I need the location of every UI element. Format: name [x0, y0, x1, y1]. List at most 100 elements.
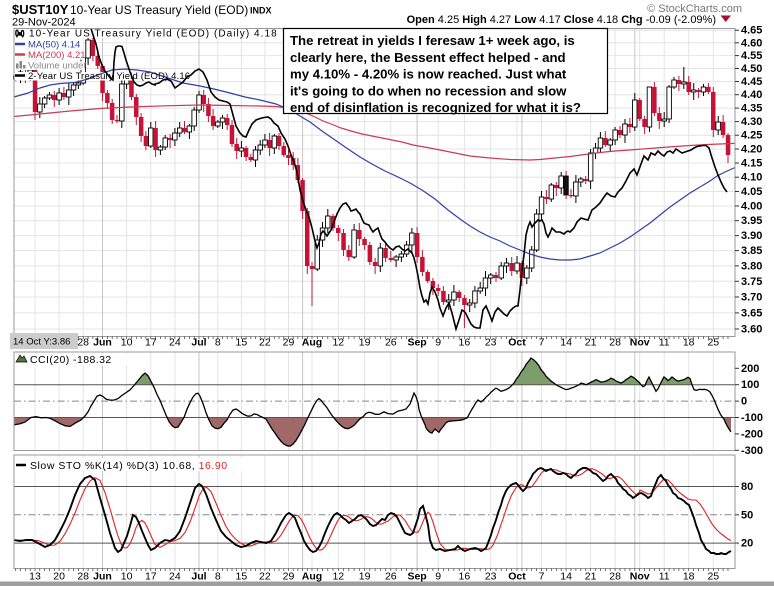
svg-text:3.80: 3.80: [741, 260, 762, 272]
svg-text:28: 28: [609, 337, 621, 349]
svg-text:20: 20: [741, 538, 753, 550]
svg-text:14: 14: [560, 337, 572, 349]
svg-text:4.50: 4.50: [741, 63, 762, 75]
svg-text:Jun: Jun: [93, 337, 112, 349]
svg-text:Jul: Jul: [191, 571, 206, 583]
svg-text:9: 9: [435, 571, 441, 583]
svg-text:21: 21: [585, 337, 597, 349]
svg-text:Oct: Oct: [508, 337, 526, 349]
svg-text:4.05: 4.05: [741, 186, 762, 198]
svg-text:Jun: Jun: [93, 571, 112, 583]
svg-text:17: 17: [145, 337, 157, 349]
svg-text:clearly here, the Bessent effe: clearly here, the Bessent effect helped …: [290, 50, 566, 65]
svg-text:Nov: Nov: [630, 337, 650, 349]
svg-text:9: 9: [435, 337, 441, 349]
svg-text:28: 28: [77, 337, 89, 349]
svg-text:4.35: 4.35: [741, 103, 762, 115]
svg-text:10: 10: [121, 337, 133, 349]
svg-text:24: 24: [169, 571, 181, 583]
svg-text:my 4.10% - 4.20% is now reache: my 4.10% - 4.20% is now reached. Just wh…: [290, 67, 567, 82]
svg-text:7: 7: [539, 337, 545, 349]
svg-text:The retreat in yields I feresa: The retreat in yields I feresaw 1+ week …: [290, 33, 575, 48]
svg-text:-300: -300: [741, 445, 763, 457]
svg-text:Nov: Nov: [630, 571, 650, 583]
svg-text:19: 19: [359, 571, 371, 583]
svg-text:200: 200: [741, 363, 759, 375]
svg-text:-200: -200: [741, 428, 763, 440]
svg-text:0: 0: [741, 396, 747, 408]
svg-text:15: 15: [236, 571, 248, 583]
svg-text:3.85: 3.85: [741, 245, 762, 257]
svg-text:25: 25: [707, 337, 719, 349]
svg-text:Sep: Sep: [407, 337, 426, 349]
svg-text:26: 26: [385, 337, 397, 349]
svg-text:4.20: 4.20: [741, 144, 762, 156]
svg-text:24: 24: [169, 337, 181, 349]
svg-text:28: 28: [77, 571, 89, 583]
svg-text:80: 80: [741, 481, 753, 493]
svg-text:16: 16: [459, 571, 471, 583]
svg-text:50: 50: [741, 509, 753, 521]
svg-text:-100: -100: [741, 412, 763, 424]
svg-text:3.90: 3.90: [741, 230, 762, 242]
svg-text:26: 26: [385, 571, 397, 583]
svg-text:18: 18: [683, 571, 695, 583]
svg-text:10-Year US Treasury Yield (EOD: 10-Year US Treasury Yield (EOD) (Daily) …: [29, 29, 278, 40]
svg-text:3.60: 3.60: [741, 324, 762, 336]
svg-text:29-Nov-2024: 29-Nov-2024: [12, 17, 76, 29]
svg-text:13: 13: [29, 571, 41, 583]
svg-text:4.30: 4.30: [741, 116, 762, 128]
svg-text:Sep: Sep: [407, 571, 426, 583]
svg-text:14: 14: [560, 571, 572, 583]
svg-text:100: 100: [741, 379, 759, 391]
svg-text:25: 25: [707, 571, 719, 583]
svg-text:22: 22: [259, 337, 271, 349]
svg-text:Volume undef: Volume undef: [28, 60, 86, 71]
svg-text:4.00: 4.00: [741, 201, 762, 213]
svg-text:11: 11: [659, 337, 670, 349]
svg-text:Aug: Aug: [302, 571, 322, 583]
svg-text:$UST10Y: $UST10Y: [12, 2, 69, 17]
svg-text:2-Year US Treasury Yield (EOD): 2-Year US Treasury Yield (EOD) 4.16: [28, 71, 190, 82]
svg-text:8: 8: [215, 571, 221, 583]
svg-text:23: 23: [485, 337, 497, 349]
svg-text:3.65: 3.65: [741, 307, 762, 319]
svg-text:18: 18: [683, 337, 695, 349]
svg-text:3.75: 3.75: [741, 276, 762, 288]
svg-text:4.10: 4.10: [741, 172, 762, 184]
svg-text:10-Year US Treasury Yield (EOD: 10-Year US Treasury Yield (EOD): [70, 3, 248, 17]
svg-text:Open 4.25 High 4.27 Low 4.17 C: Open 4.25 High 4.27 Low 4.17 Close 4.18 …: [407, 14, 716, 26]
svg-text:Jul: Jul: [191, 337, 206, 349]
svg-text:16: 16: [459, 337, 471, 349]
svg-text:7: 7: [539, 571, 545, 583]
svg-text:4.45: 4.45: [741, 76, 762, 88]
svg-text:Oct: Oct: [508, 571, 526, 583]
svg-text:8: 8: [215, 337, 221, 349]
svg-text:23: 23: [485, 571, 497, 583]
svg-text:15: 15: [236, 337, 248, 349]
svg-text:3.70: 3.70: [741, 292, 762, 304]
svg-text:it's going to do when no reces: it's going to do when no recession and s…: [290, 83, 567, 98]
svg-text:12: 12: [332, 571, 344, 583]
svg-text:22: 22: [259, 571, 271, 583]
svg-text:14 Oct Y:3.86: 14 Oct Y:3.86: [13, 337, 70, 348]
svg-text:3.95: 3.95: [741, 215, 762, 227]
svg-text:17: 17: [145, 571, 157, 583]
svg-text:4.60: 4.60: [741, 37, 762, 49]
svg-text:INDX: INDX: [250, 6, 272, 16]
svg-text:29: 29: [283, 337, 295, 349]
svg-text:20: 20: [53, 571, 65, 583]
svg-text:21: 21: [585, 571, 597, 583]
svg-text:MA(50) 4.14: MA(50) 4.14: [28, 39, 80, 50]
svg-text:4.15: 4.15: [741, 158, 762, 170]
svg-text:end of disinflation is recogni: end of disinflation is recognized for wh…: [290, 100, 581, 115]
svg-text:4.65: 4.65: [741, 25, 762, 37]
svg-text:28: 28: [609, 571, 621, 583]
svg-text:MA(200) 4.21: MA(200) 4.21: [28, 50, 86, 61]
svg-text:CCI(20) -188.32: CCI(20) -188.32: [30, 354, 112, 366]
svg-text:4.25: 4.25: [741, 130, 762, 142]
svg-text:29: 29: [283, 571, 295, 583]
svg-text:12: 12: [332, 337, 344, 349]
svg-text:11: 11: [659, 571, 670, 583]
svg-text:19: 19: [359, 337, 371, 349]
